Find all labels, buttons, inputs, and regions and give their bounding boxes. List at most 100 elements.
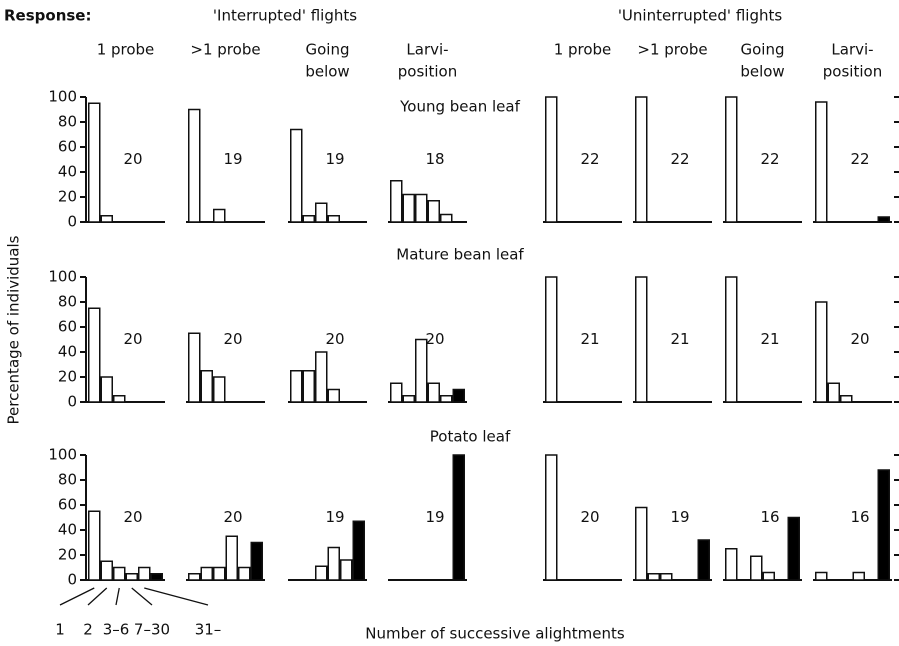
arrow bbox=[115, 587, 120, 606]
bar bbox=[138, 566, 151, 581]
column-header: position bbox=[398, 63, 457, 81]
n-label: 20 bbox=[425, 330, 444, 348]
bar bbox=[877, 469, 890, 581]
bar bbox=[250, 541, 263, 581]
arrow bbox=[59, 587, 95, 606]
bar bbox=[315, 565, 328, 581]
bar bbox=[225, 535, 238, 581]
arrow bbox=[87, 587, 108, 606]
n-label: 19 bbox=[670, 508, 689, 526]
n-label: 20 bbox=[223, 508, 242, 526]
bar bbox=[213, 376, 226, 403]
bar bbox=[88, 307, 101, 403]
arrow bbox=[131, 587, 153, 606]
bar bbox=[840, 395, 853, 403]
n-label: 20 bbox=[123, 150, 142, 168]
n-label: 19 bbox=[223, 150, 242, 168]
n-label: 22 bbox=[760, 150, 779, 168]
y-tick-label: 60 bbox=[58, 138, 77, 156]
y-tick-label: 20 bbox=[58, 546, 77, 564]
n-label: 21 bbox=[670, 330, 689, 348]
bar bbox=[88, 510, 101, 581]
bar bbox=[327, 388, 340, 403]
row-title: Young bean leaf bbox=[399, 98, 520, 116]
n-label: 21 bbox=[760, 330, 779, 348]
bar bbox=[647, 573, 660, 581]
column-header: 1 probe bbox=[554, 41, 612, 59]
bar bbox=[188, 108, 201, 223]
bar bbox=[125, 573, 138, 581]
bar bbox=[327, 215, 340, 223]
bar bbox=[315, 202, 328, 223]
y-tick-label: 80 bbox=[58, 471, 77, 489]
bar bbox=[545, 96, 558, 223]
bar bbox=[877, 216, 890, 223]
bar bbox=[327, 546, 340, 581]
y-tick-label: 60 bbox=[58, 318, 77, 336]
bar bbox=[402, 395, 415, 403]
bar bbox=[200, 566, 213, 581]
bar bbox=[390, 180, 403, 223]
x-tick-label: 31– bbox=[195, 621, 222, 639]
n-label: 20 bbox=[580, 508, 599, 526]
n-label: 19 bbox=[325, 150, 344, 168]
column-header: position bbox=[823, 63, 882, 81]
n-label: 20 bbox=[325, 330, 344, 348]
bar bbox=[545, 454, 558, 581]
bar bbox=[100, 376, 113, 403]
y-tick-label: 80 bbox=[58, 293, 77, 311]
bar bbox=[113, 395, 126, 403]
bar bbox=[100, 215, 113, 223]
y-tick-label: 100 bbox=[48, 268, 77, 286]
x-axis-label: Number of successive alightments bbox=[365, 625, 625, 643]
y-tick-label: 0 bbox=[67, 213, 77, 231]
bar bbox=[415, 193, 428, 223]
bar bbox=[852, 571, 865, 581]
column-header: >1 probe bbox=[190, 41, 260, 59]
bar bbox=[188, 332, 201, 403]
group-title: 'Interrupted' flights bbox=[213, 7, 357, 25]
row-title: Potato leaf bbox=[430, 428, 511, 446]
bar bbox=[697, 539, 710, 581]
bar bbox=[315, 351, 328, 403]
n-label: 20 bbox=[123, 508, 142, 526]
bar bbox=[815, 571, 828, 581]
column-header: below bbox=[740, 63, 784, 81]
bar bbox=[213, 566, 226, 581]
bar bbox=[452, 388, 465, 403]
bar bbox=[213, 208, 226, 223]
y-tick-label: 100 bbox=[48, 446, 77, 464]
y-tick-label: 0 bbox=[67, 571, 77, 589]
row-title: Mature bean leaf bbox=[396, 246, 524, 264]
bar bbox=[635, 506, 648, 581]
bar bbox=[440, 395, 453, 403]
n-label: 22 bbox=[850, 150, 869, 168]
x-tick-label: 2 bbox=[83, 621, 93, 639]
n-label: 16 bbox=[760, 508, 779, 526]
n-label: 21 bbox=[580, 330, 599, 348]
column-header: Larvi- bbox=[406, 41, 448, 59]
bar bbox=[635, 276, 648, 403]
y-tick-label: 80 bbox=[58, 113, 77, 131]
bar bbox=[725, 96, 738, 223]
column-header: Going bbox=[741, 41, 785, 59]
n-label: 22 bbox=[670, 150, 689, 168]
bar bbox=[427, 382, 440, 403]
bar bbox=[290, 370, 303, 403]
y-tick-label: 60 bbox=[58, 496, 77, 514]
bar bbox=[390, 382, 403, 403]
bar bbox=[452, 454, 465, 581]
n-label: 22 bbox=[580, 150, 599, 168]
bar bbox=[750, 555, 763, 581]
bar bbox=[88, 102, 101, 223]
bar bbox=[290, 128, 303, 223]
y-axis-label: Percentage of individuals bbox=[5, 235, 23, 424]
y-tick-label: 40 bbox=[58, 163, 77, 181]
x-tick-label: 7–30 bbox=[134, 621, 170, 639]
column-header: >1 probe bbox=[637, 41, 707, 59]
bar bbox=[415, 338, 428, 403]
y-tick-label: 40 bbox=[58, 521, 77, 539]
n-label: 20 bbox=[123, 330, 142, 348]
bar bbox=[302, 215, 315, 223]
